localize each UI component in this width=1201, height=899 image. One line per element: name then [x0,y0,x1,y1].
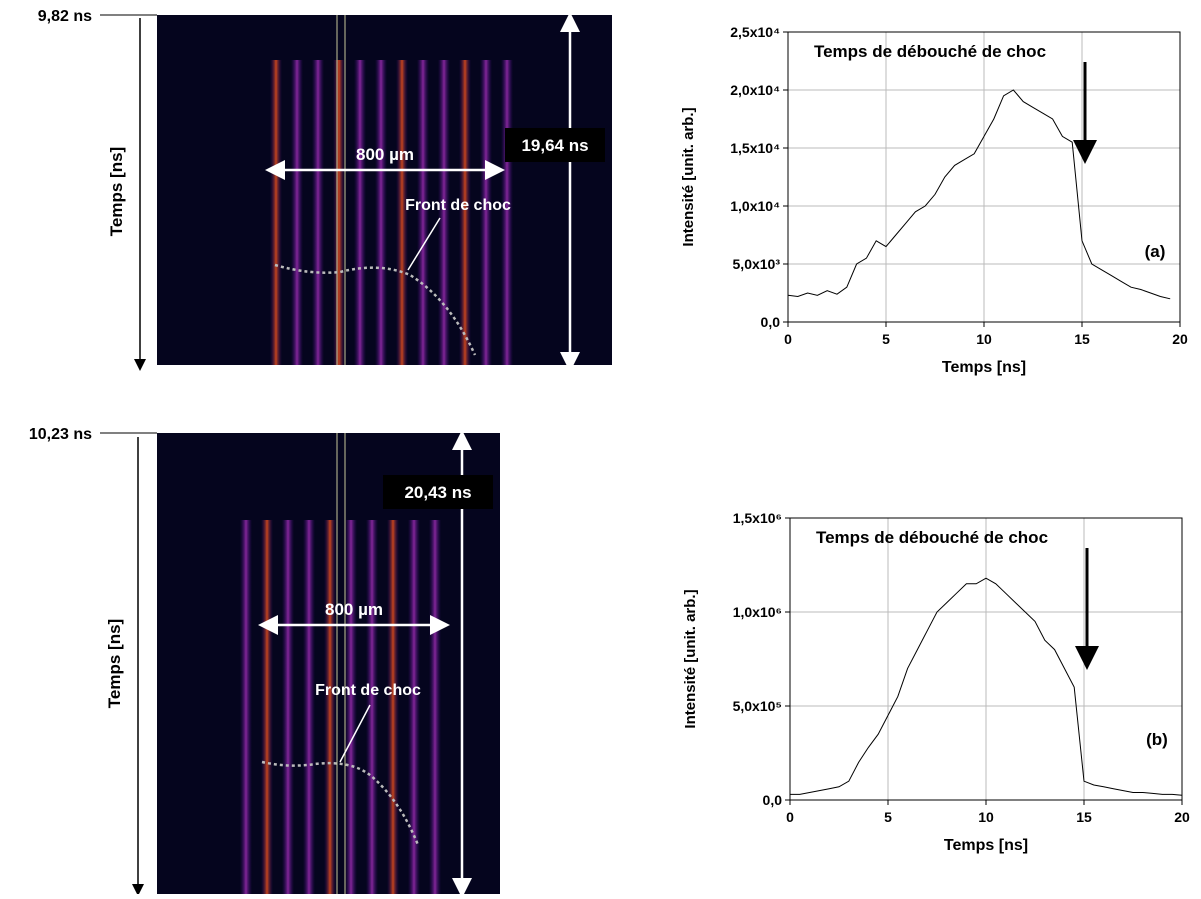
front-pointer [339,704,371,763]
streak-stripe [438,60,450,365]
y-axis-label: Intensité [unit. arb.] [682,589,699,728]
annotation: Temps de débouché de choc [814,42,1046,61]
streak-images: 9,82 ns Temps [ns] 19,64 ns 800 µm Front de … [29,8,612,898]
y-tick-label: 0,0 [761,314,781,330]
x-tick-label: 15 [1074,331,1090,347]
shock-front [261,760,420,846]
streak-stripe [429,520,441,894]
streak-stripe [375,60,387,365]
duration-label: 19,64 ns [521,136,588,155]
shock-front [274,263,477,356]
streak-stripe [324,520,336,894]
streak-stripe [270,60,282,365]
data-line [787,89,1171,300]
x-tick-label: 5 [884,809,892,825]
charts: 0,0 5,0x10³ 1,0x10⁴ 1,5x10⁴ 2,0x10⁴ 2,5x10⁴ 0 5… [680,24,1190,854]
y-tick-label: 5,0x10⁵ [733,698,782,714]
x-tick-label: 0 [784,331,792,347]
duration-box [505,128,605,162]
streak-stripe [387,520,399,894]
y-tick-label: 2,5x10⁴ [730,24,780,40]
annotation: Temps de débouché de choc [816,528,1048,547]
streak-stripe [282,520,294,894]
front-label: Front de choc [405,197,511,214]
start-time: 9,82 ns [38,8,92,25]
streak-stripe [345,520,357,894]
streak-stripe [291,60,303,365]
x-tick-label: 5 [882,331,890,347]
front-pointer [407,217,441,271]
width-label: 800 µm [356,145,414,164]
streak-stripe [366,520,378,894]
x-tick-label: 20 [1172,331,1188,347]
panel-label: (b) [1146,730,1168,749]
streak-stripe [261,520,273,894]
start-time: 10,23 ns [29,426,92,443]
y-tick-label: 1,0x10⁶ [733,604,782,620]
time-axis-label: Temps [ns] [107,147,126,236]
y-axis-label: Intensité [unit. arb.] [680,107,697,246]
plot-frame [789,517,1183,801]
x-tick-label: 0 [786,809,794,825]
streak-stripe [354,60,366,365]
time-axis-label: Temps [ns] [105,619,124,708]
streak-stripe [408,520,420,894]
y-tick-label: 5,0x10³ [733,256,781,272]
x-tick-label: 15 [1076,809,1092,825]
duration-label: 20,43 ns [404,483,471,502]
x-axis-label: Temps [ns] [942,359,1026,376]
streak-stripe [396,60,408,365]
y-tick-label: 2,0x10⁴ [730,82,780,98]
streak-stripe [240,520,252,894]
streak-stripe [480,60,492,365]
y-tick-label: 1,5x10⁴ [730,140,780,156]
streak-stripe [459,60,471,365]
data-line [790,577,1183,796]
streak-stripe [303,520,315,894]
streak-stripe [417,60,429,365]
y-tick-label: 0,0 [763,792,783,808]
x-axis-label: Temps [ns] [944,837,1028,854]
y-tick-label: 1,5x10⁶ [733,510,782,526]
y-tick-label: 1,0x10⁴ [730,198,780,214]
duration-box [383,475,493,509]
front-label: Front de choc [315,682,421,699]
x-tick-label: 20 [1174,809,1190,825]
streak-stripe [333,60,345,365]
panel-label: (a) [1145,242,1166,261]
width-label: 800 µm [325,600,383,619]
x-tick-label: 10 [976,331,992,347]
plot-frame [787,31,1181,323]
streak-stripe [312,60,324,365]
x-tick-label: 10 [978,809,994,825]
